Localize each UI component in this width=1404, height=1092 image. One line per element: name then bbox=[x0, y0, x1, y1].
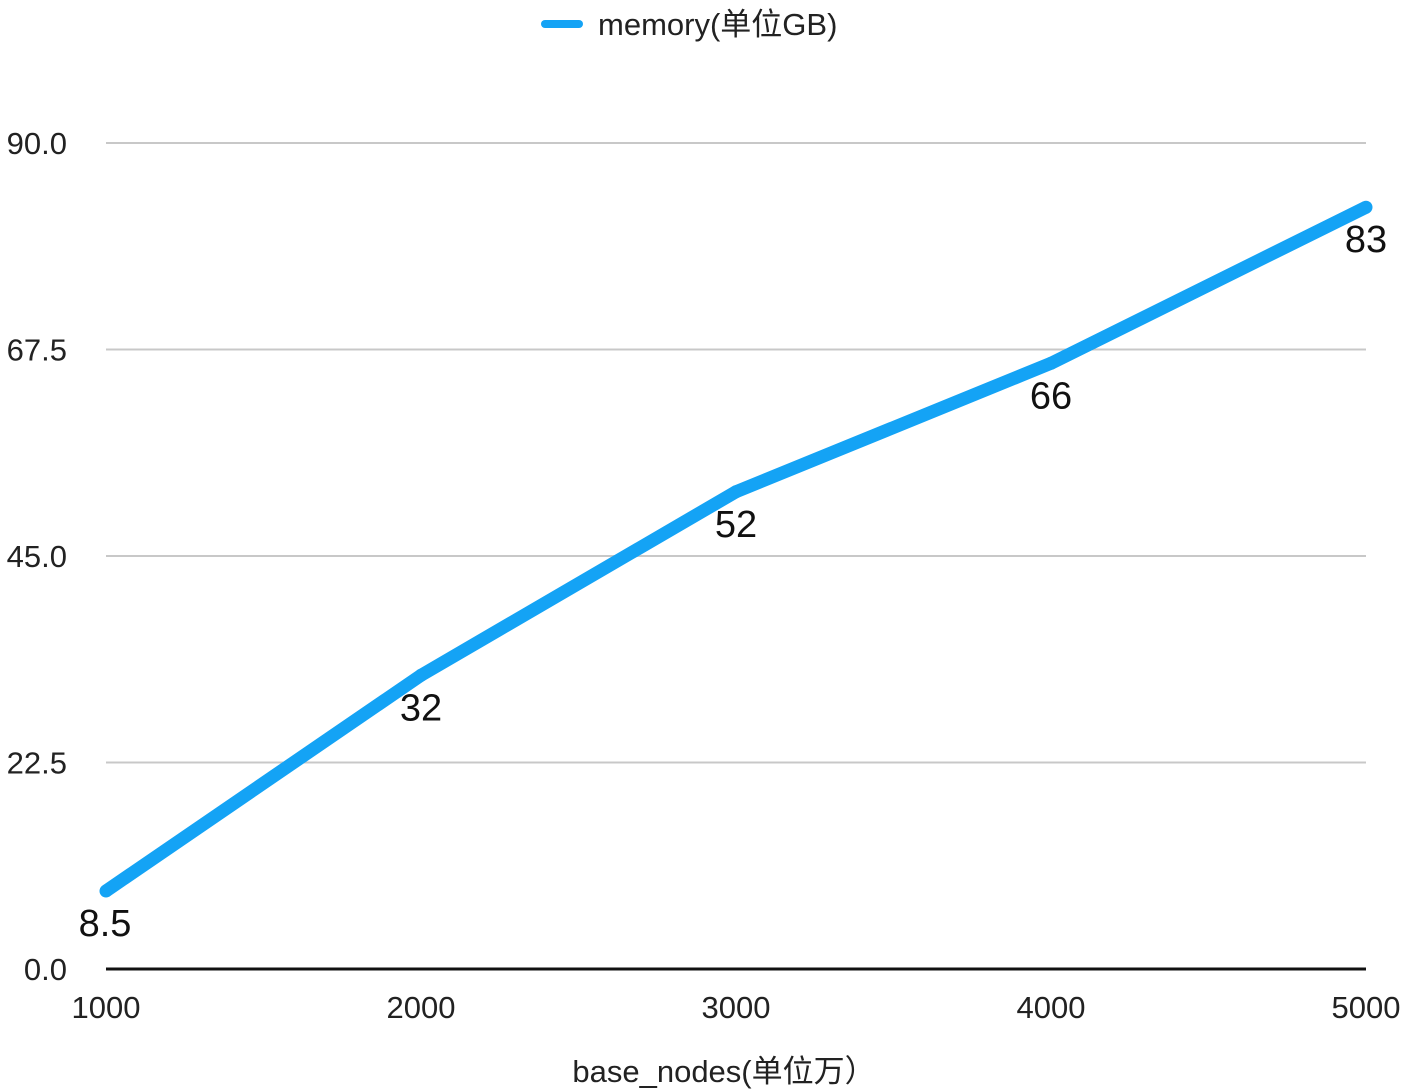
x-tick-label-0: 1000 bbox=[72, 990, 141, 1025]
x-tick-label-1: 2000 bbox=[387, 990, 456, 1025]
x-axis-title: base_nodes(单位万） bbox=[572, 1054, 875, 1089]
data-point-1 bbox=[414, 668, 428, 682]
axis-layer: 0.0 22.5 45.0 67.5 90.0 1000 2000 3000 4000 5000 bbox=[7, 126, 1401, 1025]
data-label-1: 32 bbox=[400, 687, 442, 729]
y-tick-label-2: 45.0 bbox=[7, 539, 67, 574]
y-tick-label-1: 22.5 bbox=[7, 746, 67, 781]
data-label-0: 8.5 bbox=[79, 903, 132, 945]
series-layer bbox=[99, 200, 1373, 898]
data-label-2: 52 bbox=[715, 504, 757, 546]
data-label-3: 66 bbox=[1030, 375, 1072, 417]
legend-label: memory(单位GB) bbox=[598, 7, 837, 42]
grid-layer bbox=[106, 142, 1366, 764]
label-layer: 8.5 32 52 66 83 bbox=[79, 219, 1388, 945]
legend: memory(单位GB) bbox=[541, 7, 837, 42]
y-tick-label-3: 67.5 bbox=[7, 333, 67, 368]
data-point-2 bbox=[729, 485, 743, 499]
y-tick-label-4: 90.0 bbox=[7, 126, 67, 161]
y-tick-label-0: 0.0 bbox=[24, 952, 67, 987]
data-point-4 bbox=[1359, 200, 1373, 214]
x-tick-label-2: 3000 bbox=[702, 990, 771, 1025]
data-label-4: 83 bbox=[1345, 219, 1387, 261]
x-tick-label-3: 4000 bbox=[1017, 990, 1086, 1025]
data-point-3 bbox=[1044, 356, 1058, 370]
series-line-memory bbox=[102, 201, 1369, 897]
x-tick-label-4: 5000 bbox=[1332, 990, 1401, 1025]
data-point-0 bbox=[99, 884, 113, 898]
